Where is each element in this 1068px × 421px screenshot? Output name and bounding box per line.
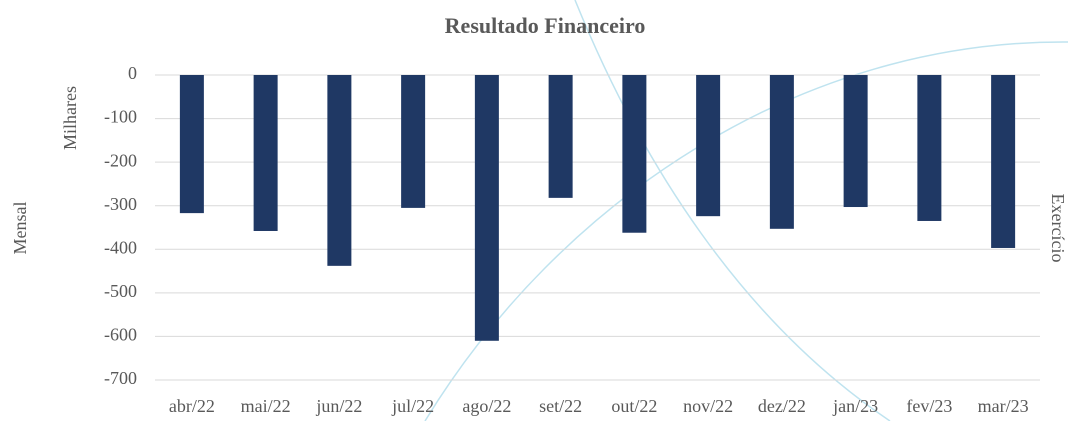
bar — [327, 75, 352, 266]
y2-axis-label: Exercício — [1048, 194, 1068, 263]
decor-curve — [574, 0, 891, 421]
bar — [769, 75, 794, 229]
y-tick-label: -600 — [104, 325, 137, 345]
x-tick-label: ago/22 — [462, 396, 511, 416]
decor-curve — [424, 41, 1068, 421]
x-tick-label: mai/22 — [241, 396, 291, 416]
chart-title: Resultado Financeiro — [445, 13, 646, 38]
bar — [179, 75, 204, 214]
y-tick-label: -700 — [104, 368, 137, 388]
x-tick-label: nov/22 — [683, 396, 733, 416]
y-tick-label: 0 — [128, 63, 137, 83]
bar — [401, 75, 426, 208]
bar — [696, 75, 721, 217]
x-tick-label: dez/22 — [758, 396, 806, 416]
x-tick-label: jun/22 — [315, 396, 362, 416]
y-units-label: Milhares — [60, 86, 80, 150]
bar — [548, 75, 573, 198]
x-tick-label: set/22 — [539, 396, 582, 416]
y-tick-label: -200 — [104, 150, 137, 170]
y-tick-label: -100 — [104, 107, 137, 127]
y-tick-label: -300 — [104, 194, 137, 214]
bar — [474, 75, 499, 341]
x-tick-label: out/22 — [611, 396, 657, 416]
bar — [991, 75, 1016, 248]
y-tick-label: -400 — [104, 237, 137, 257]
bar — [622, 75, 647, 233]
x-tick-label: jul/22 — [391, 396, 434, 416]
y-tick-label: -500 — [104, 281, 137, 301]
x-tick-label: jan/23 — [832, 396, 878, 416]
y-axis-label: Mensal — [10, 202, 30, 255]
bar — [253, 75, 278, 231]
x-tick-label: mar/23 — [978, 396, 1029, 416]
x-tick-label: abr/22 — [169, 396, 215, 416]
x-tick-label: fev/23 — [906, 396, 952, 416]
bar — [843, 75, 868, 208]
bar — [917, 75, 942, 221]
